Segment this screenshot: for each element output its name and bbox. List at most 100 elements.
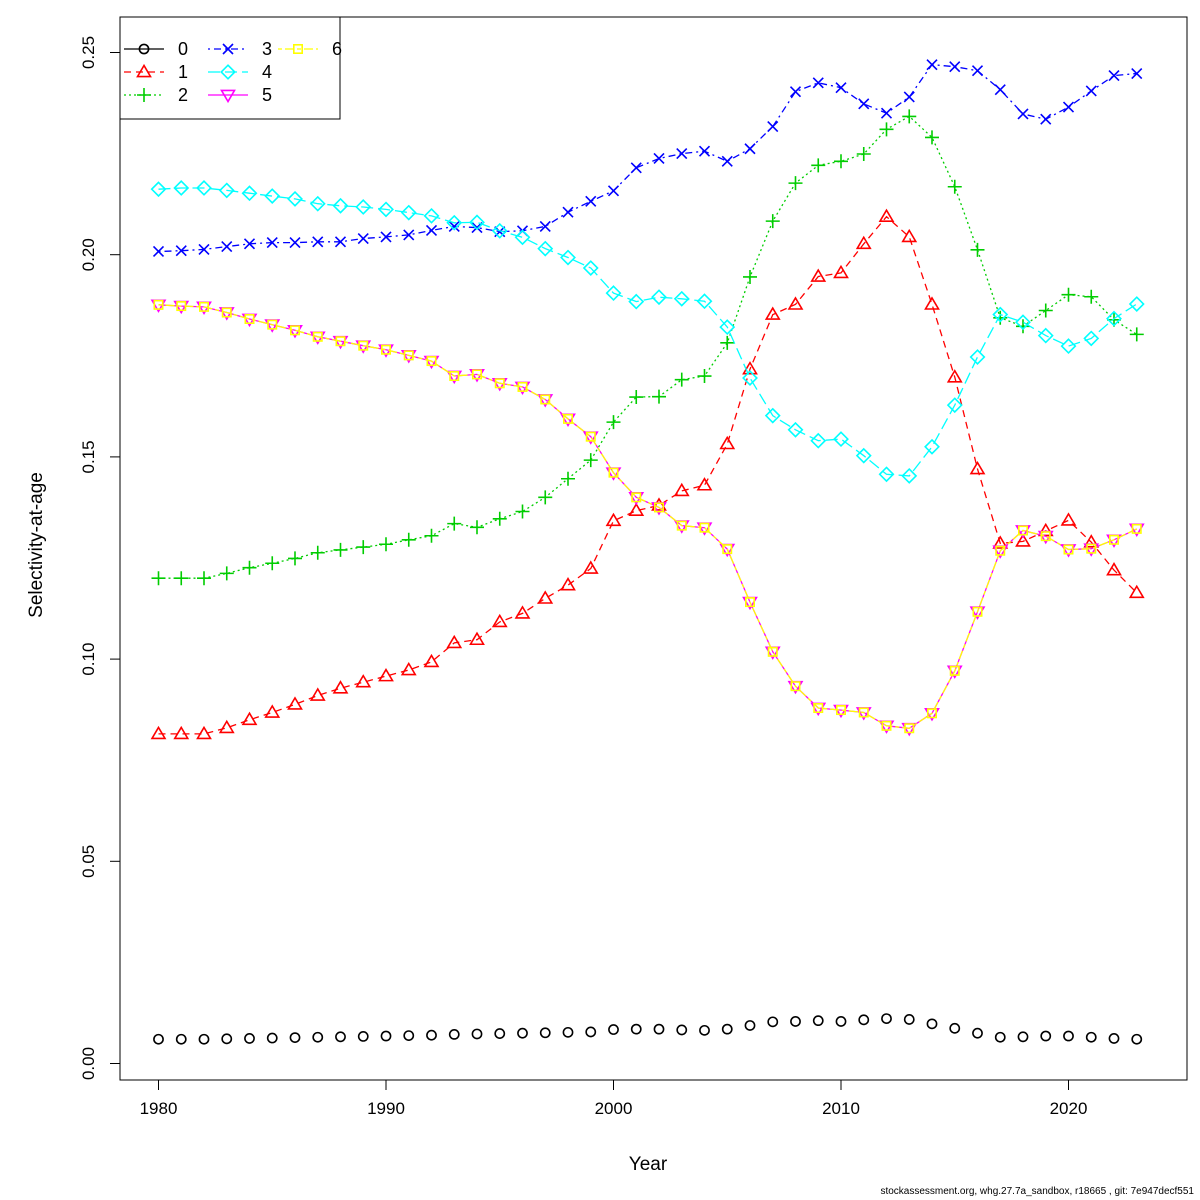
data-point (744, 143, 756, 155)
data-point (537, 240, 554, 257)
data-point (608, 467, 619, 478)
y-axis-title: Selectivity-at-age (26, 472, 47, 618)
legend-label: 0 (178, 39, 188, 59)
data-point (994, 84, 1006, 96)
legend-swatch-marker (138, 43, 150, 55)
series-line-3 (158, 63, 1137, 253)
data-point (425, 224, 438, 237)
data-point (858, 98, 870, 110)
data-point (676, 520, 687, 531)
data-point (469, 214, 485, 231)
data-point (924, 438, 940, 455)
data-point (199, 301, 210, 312)
legend: 0 1 2 3 4 5 6 (119, 16, 342, 120)
data-point (673, 482, 690, 497)
data-point (494, 378, 505, 389)
data-point (1016, 319, 1030, 334)
data-point (539, 1027, 551, 1039)
data-point (585, 1026, 597, 1038)
data-point (356, 540, 371, 555)
data-point (335, 1031, 346, 1043)
data-point (811, 158, 826, 173)
data-point (358, 340, 369, 351)
data-point (380, 1030, 392, 1042)
legend-label: 6 (332, 39, 342, 59)
data-point (1128, 584, 1145, 599)
data-point (946, 369, 963, 383)
data-point (855, 235, 872, 250)
data-point (810, 432, 827, 449)
data-point (790, 1016, 801, 1027)
data-point (561, 471, 575, 486)
data-point (562, 1026, 574, 1038)
data-point (152, 245, 165, 258)
data-point (1037, 522, 1054, 537)
data-point (881, 720, 892, 731)
data-point (903, 1014, 915, 1025)
data-point (221, 241, 233, 253)
data-point (744, 597, 755, 608)
data-point (241, 711, 258, 726)
data-point (1040, 531, 1051, 542)
data-point (1017, 108, 1029, 120)
legend-label: 2 (178, 85, 188, 105)
data-point (494, 1028, 506, 1039)
data-point (742, 370, 758, 386)
data-point (719, 435, 736, 450)
data-point (608, 1024, 619, 1035)
x-axis-title: Year (629, 1154, 668, 1175)
data-point (335, 336, 346, 347)
data-point (764, 306, 781, 320)
data-point (926, 1018, 938, 1030)
data-point (1038, 303, 1053, 318)
data-point (970, 242, 985, 257)
legend-swatch-marker (220, 89, 236, 104)
legend-swatch-marker (292, 43, 303, 54)
data-point (1108, 69, 1120, 82)
data-point (378, 668, 394, 682)
data-point (309, 195, 326, 212)
data-point (696, 477, 713, 491)
data-point (880, 107, 893, 119)
data-point (355, 674, 372, 688)
data-point (244, 1033, 255, 1044)
data-point (995, 545, 1006, 556)
legend-item-4: 4 (208, 62, 272, 82)
data-point (787, 421, 804, 438)
footer-credit: stockassessment.org, whg.27.7a_sandbox, … (880, 1186, 1194, 1197)
data-point (767, 120, 779, 133)
data-point (287, 190, 303, 207)
data-point (218, 719, 235, 734)
legend-item-1: 1 (124, 62, 188, 82)
data-point (901, 228, 918, 243)
data-point (1017, 1031, 1029, 1043)
data-point (1015, 533, 1031, 547)
data-point (1083, 330, 1100, 347)
data-point (631, 492, 642, 503)
data-point (1106, 310, 1122, 327)
data-point (879, 122, 894, 137)
data-point (722, 544, 733, 555)
data-point (698, 145, 711, 157)
legend-label: 3 (262, 39, 272, 59)
y-tick-label: 0.00 (79, 1047, 98, 1080)
data-point (1086, 543, 1097, 554)
data-point (197, 571, 211, 586)
data-point (378, 201, 394, 218)
legend-item-5: 5 (208, 85, 272, 105)
data-point (858, 707, 869, 718)
data-point (1131, 523, 1142, 534)
data-point (403, 229, 415, 241)
data-point (379, 537, 393, 552)
data-point (448, 220, 460, 232)
data-point (153, 299, 164, 310)
data-point (266, 237, 278, 249)
data-point (151, 571, 166, 586)
data-point (221, 307, 232, 318)
data-point (835, 705, 846, 716)
y-tick-label: 0.05 (79, 845, 98, 878)
series-1 (150, 208, 1145, 740)
data-point (585, 431, 596, 442)
data-point (400, 204, 417, 221)
series-0 (153, 1013, 1143, 1045)
